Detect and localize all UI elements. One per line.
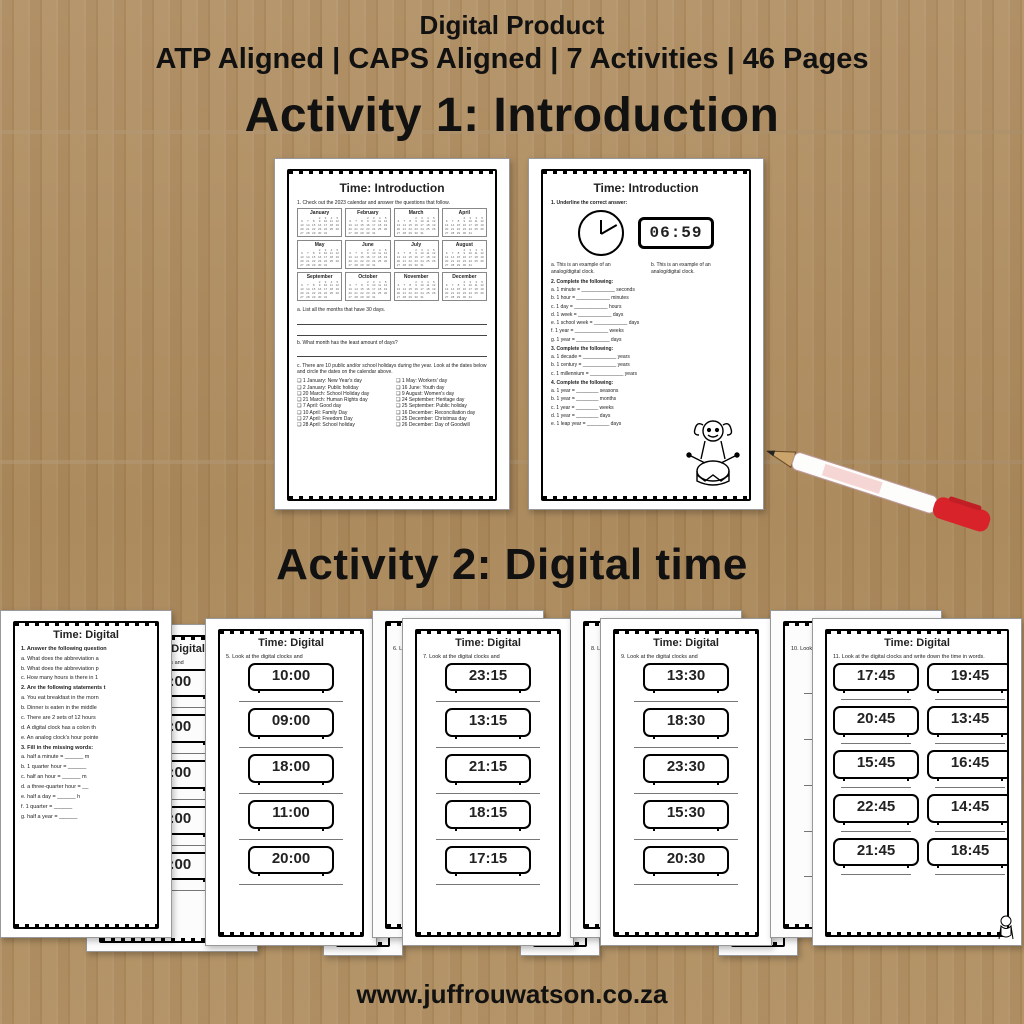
intro2-q4: 4. Complete the following:: [551, 380, 741, 386]
digital-sheet: Time: Digital 9. Look at the digital cloc…: [600, 618, 772, 946]
digital-clock: 21:15: [445, 754, 531, 783]
digital-clock: 13:45: [927, 706, 1009, 735]
intro-sheet-1: Time: Introduction 1. Check out the 2023…: [274, 158, 510, 510]
digital-clock: 21:45: [833, 838, 919, 867]
digital-clock: 13:30: [643, 663, 729, 692]
digital-clock: 16:45: [927, 750, 1009, 779]
intro1-instruction: 1. Check out the 2023 calendar and answe…: [297, 200, 487, 206]
header-line2: ATP Aligned | CAPS Aligned | 7 Activitie…: [0, 43, 1024, 76]
intro2-cap-a: a. This is an example of an analog/digit…: [551, 262, 641, 275]
digital-title: Time: Digital: [21, 629, 151, 643]
intro2-q1: 1. Underline the correct answer:: [551, 200, 741, 206]
digital-clock: 23:15: [445, 663, 531, 692]
intro2-cap-b: b. This is an example of an analog/digit…: [651, 262, 741, 275]
holidays-left: ❑ 1 January: New Year's day❑ 2 January: …: [297, 378, 388, 428]
digital-clock: 14:45: [927, 794, 1009, 823]
digital-clock: 23:30: [643, 754, 729, 783]
intro2-q3-items: a. 1 decade = ____________ yearsb. 1 cen…: [551, 354, 741, 377]
intro2-q2: 2. Complete the following:: [551, 279, 741, 285]
girl-icon: [993, 913, 1019, 943]
analog-clock-icon: [578, 210, 624, 256]
digital-clock: 18:00: [248, 754, 334, 783]
digital-clock: 13:15: [445, 708, 531, 737]
red-pen-icon: [759, 432, 1001, 549]
holidays-right: ❑ 1 May: Workers' day❑ 16 June: Youth da…: [396, 378, 487, 428]
intro1-qa: a. List all the months that have 30 days…: [297, 307, 487, 313]
digital-clock: 15:30: [643, 800, 729, 829]
intro2-title: Time: Introduction: [551, 181, 741, 196]
digital-clock: 18:30: [643, 708, 729, 737]
digital-clock: 18:15: [445, 800, 531, 829]
digital-title: Time: Digital: [423, 637, 553, 651]
drummer-girl-icon: [683, 415, 743, 493]
footer-url: www.juffrouwatson.co.za: [0, 979, 1024, 1010]
digital-clock: 19:45: [927, 663, 1009, 692]
digital-clock: 17:45: [833, 663, 919, 692]
intro2-q2-items: a. 1 minute = ____________ secondsb. 1 h…: [551, 287, 741, 343]
activity2-title: Activity 2: Digital time: [0, 540, 1024, 590]
digital-sheet: Time: Digital 5. Look at the digital cloc…: [205, 618, 377, 946]
intro1-title: Time: Introduction: [297, 181, 487, 196]
digital-title: Time: Digital: [621, 637, 751, 651]
digital-clock: 11:00: [248, 800, 334, 829]
intro2-q3: 3. Complete the following:: [551, 346, 741, 352]
digital-title: Time: Digital: [226, 637, 356, 651]
header: Digital Product ATP Aligned | CAPS Align…: [0, 10, 1024, 76]
digital-clock: 09:00: [248, 708, 334, 737]
digital-sheet: Time: Digital1. Answer the following que…: [0, 610, 172, 938]
activity1-title: Activity 1: Introduction: [0, 88, 1024, 143]
header-line1: Digital Product: [0, 10, 1024, 41]
intro1-qb: b. What month has the least amount of da…: [297, 340, 487, 346]
digital-lead: 7. Look at the digital clocks and: [423, 654, 553, 661]
digital-clock: 15:45: [833, 750, 919, 779]
digital-clock: 20:45: [833, 706, 919, 735]
digital-clock-icon: 06:59: [638, 217, 713, 249]
clock-row: 06:59: [551, 210, 741, 256]
digital-clock: 20:00: [248, 846, 334, 875]
intro-sheet-2: Time: Introduction 1. Underline the corr…: [528, 158, 764, 510]
intro1-qc: c. There are 10 public and/or school hol…: [297, 363, 487, 376]
digital-sheet: Time: Digital 7. Look at the digital cloc…: [402, 618, 574, 946]
digital-clock: 22:45: [833, 794, 919, 823]
digital-lead: 9. Look at the digital clocks and: [621, 654, 751, 661]
calendar-grid: January234567891011121314151617181920212…: [297, 208, 487, 301]
digital-sheet-twocol: Time: Digital11. Look at the digital clo…: [812, 618, 1022, 946]
digital-clock: 20:30: [643, 846, 729, 875]
digital-clock: 18:45: [927, 838, 1009, 867]
digital-clock: 10:00: [248, 663, 334, 692]
digital-lead: 5. Look at the digital clocks and: [226, 654, 356, 661]
digital-clock: 17:15: [445, 846, 531, 875]
